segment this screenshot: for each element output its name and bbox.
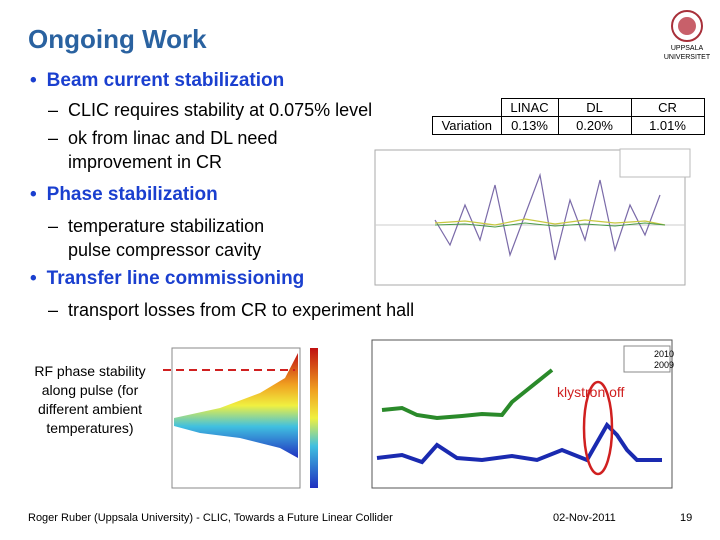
table-header: DL: [557, 98, 632, 117]
plot-legend: [623, 345, 671, 373]
sub-bullet: ok from linac and DL need improvement in…: [48, 126, 278, 174]
sub-bullet-text: transport losses from CR to experiment h…: [68, 300, 415, 320]
bullet: Phase stabilization: [30, 184, 218, 206]
annotation: klystron off: [557, 384, 625, 400]
table-header-row: LINAC DL CR: [433, 98, 705, 117]
logo-text: UPPSALA: [671, 45, 704, 52]
colorbar: [310, 348, 318, 488]
sub-bullet: transport losses from CR to experiment h…: [48, 298, 478, 322]
table-header: CR: [630, 98, 705, 117]
table-cell: 1.01%: [630, 116, 705, 135]
table-row: Variation 0.13% 0.20% 1.01%: [432, 116, 705, 135]
plot-trace: [434, 218, 666, 226]
sub-bullet-text: ok from linac and DL need improvement in…: [68, 128, 278, 172]
bullet: Transfer line commissioning: [30, 268, 305, 290]
table-corner: [433, 99, 502, 117]
logo: UPPSALA UNIVERSITET: [664, 10, 711, 61]
plot-trace: [381, 368, 554, 421]
plot-trace: [434, 222, 666, 228]
footer-author: Roger Ruber (Uppsala University) - CLIC,…: [28, 512, 393, 524]
heatmap-band: [174, 353, 298, 458]
legend-label: 2009: [654, 360, 674, 370]
footer-date: 02-Nov-2011: [553, 512, 616, 524]
current-stability-plot: [374, 148, 691, 286]
logo-text: UNIVERSITET: [664, 54, 711, 61]
sub-bullet-text: CLIC requires stability at 0.075% level: [68, 100, 373, 120]
sub-bullet-text: temperature stabilization pulse compress…: [68, 216, 265, 260]
rf-phase-plot: [160, 347, 318, 489]
plot-trace: [376, 421, 662, 465]
legend-label: 2010: [654, 349, 674, 359]
logo-seal-center: [678, 17, 696, 35]
sub-bullet: temperature stabilization pulse compress…: [48, 214, 308, 262]
highlight-ellipse: [582, 380, 614, 476]
sub-bullet: CLIC requires stability at 0.075% level: [48, 98, 408, 122]
figure-caption: RF phase stability along pulse (for diff…: [34, 363, 146, 436]
logo-seal: [671, 10, 703, 42]
variation-table: LINAC DL CR Variation 0.13% 0.20% 1.01%: [432, 98, 705, 135]
table-header: LINAC: [500, 98, 559, 117]
table-cell: 0.20%: [557, 116, 632, 135]
slide-title: Ongoing Work: [28, 24, 207, 54]
page-number: 19: [680, 512, 693, 524]
table-cell: 0.13%: [500, 116, 559, 135]
bullet: Beam current stabilization: [30, 70, 285, 92]
table-row-label: Variation: [432, 116, 502, 135]
current-history-plot: klystron off 2010 2009: [371, 339, 674, 489]
plot-legend: [619, 148, 691, 178]
